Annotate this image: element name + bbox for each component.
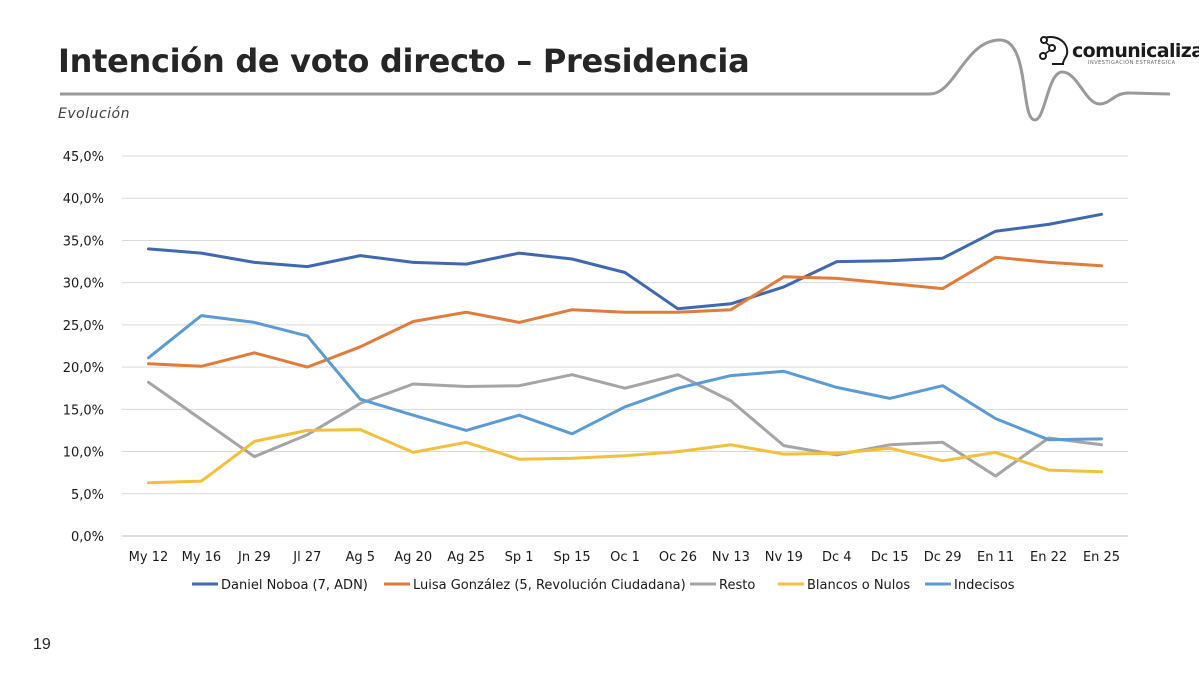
x-tick-label: Dc 15 — [871, 550, 909, 565]
legend-entry: Daniel Noboa (7, ADN) — [221, 578, 368, 593]
chart-gridlines — [122, 155, 1128, 537]
x-axis-tick-labels: My 12 My 16 Jn 29 Jl 27 Ag 5 Ag 20 Ag 25 Sp 1 Sp… — [129, 550, 1120, 565]
y-tick-label: 25,0% — [63, 319, 104, 334]
series-line-4 — [147, 428, 1103, 485]
legend-entry: Luisa González (5, Revolución Ciudadana) — [413, 578, 686, 593]
series-line-3 — [147, 373, 1103, 478]
x-tick-label: Ag 5 — [345, 550, 375, 565]
x-tick-label: Ag 20 — [394, 550, 432, 565]
network-head-icon — [1039, 36, 1069, 65]
brand-name: comunicaliza — [1072, 40, 1199, 62]
x-tick-label: Oc 1 — [610, 550, 640, 565]
y-tick-label: 20,0% — [63, 361, 104, 376]
x-tick-label: Dc 29 — [924, 550, 962, 565]
x-tick-label: En 11 — [977, 550, 1014, 565]
y-tick-label: 45,0% — [63, 150, 104, 165]
page-number: 19 — [33, 636, 51, 653]
series-line-2 — [147, 255, 1103, 369]
y-tick-label: 10,0% — [63, 446, 104, 461]
legend-entry: Indecisos — [954, 578, 1015, 593]
page-title: Intención de voto directo – Presidencia — [58, 42, 750, 80]
legend-entry: Resto — [719, 578, 755, 593]
decorative-wave-line — [60, 38, 1171, 122]
page-subtitle: Evolución — [58, 106, 130, 122]
y-tick-label: 35,0% — [63, 234, 104, 249]
x-tick-label: En 25 — [1083, 550, 1120, 565]
y-axis-tick-labels: 0,0% 5,0% 10,0% 15,0% 20,0% 25,0% 30,0% 35,0% 40… — [63, 150, 104, 545]
y-tick-label: 0,0% — [71, 530, 104, 545]
chart-legend: Daniel Noboa (7, ADN) Luisa González (5, … — [192, 578, 1015, 593]
x-tick-label: Jn 29 — [237, 550, 271, 565]
series-line-1 — [147, 212, 1103, 311]
legend-entry: Blancos o Nulos — [807, 578, 910, 593]
x-tick-label: Jl 27 — [292, 550, 321, 565]
x-tick-label: Dc 4 — [822, 550, 852, 565]
y-tick-label: 30,0% — [63, 277, 104, 292]
y-tick-label: 15,0% — [63, 403, 104, 418]
x-tick-label: My 12 — [129, 550, 169, 565]
x-tick-label: Sp 1 — [505, 550, 534, 565]
x-tick-label: My 16 — [182, 550, 222, 565]
series-line-5 — [147, 314, 1103, 442]
y-tick-label: 40,0% — [63, 192, 104, 207]
x-tick-label: Nv 19 — [765, 550, 803, 565]
brand-logo — [1036, 34, 1176, 74]
x-tick-label: Nv 13 — [712, 550, 750, 565]
x-tick-label: Sp 15 — [553, 550, 590, 565]
chart-series — [147, 212, 1103, 485]
x-tick-label: En 22 — [1030, 550, 1067, 565]
x-tick-label: Ag 25 — [447, 550, 485, 565]
brand-tagline: INVESTIGACIÓN ESTRATÉGICA — [1088, 60, 1176, 66]
x-tick-label: Oc 26 — [659, 550, 697, 565]
y-tick-label: 5,0% — [71, 488, 104, 503]
